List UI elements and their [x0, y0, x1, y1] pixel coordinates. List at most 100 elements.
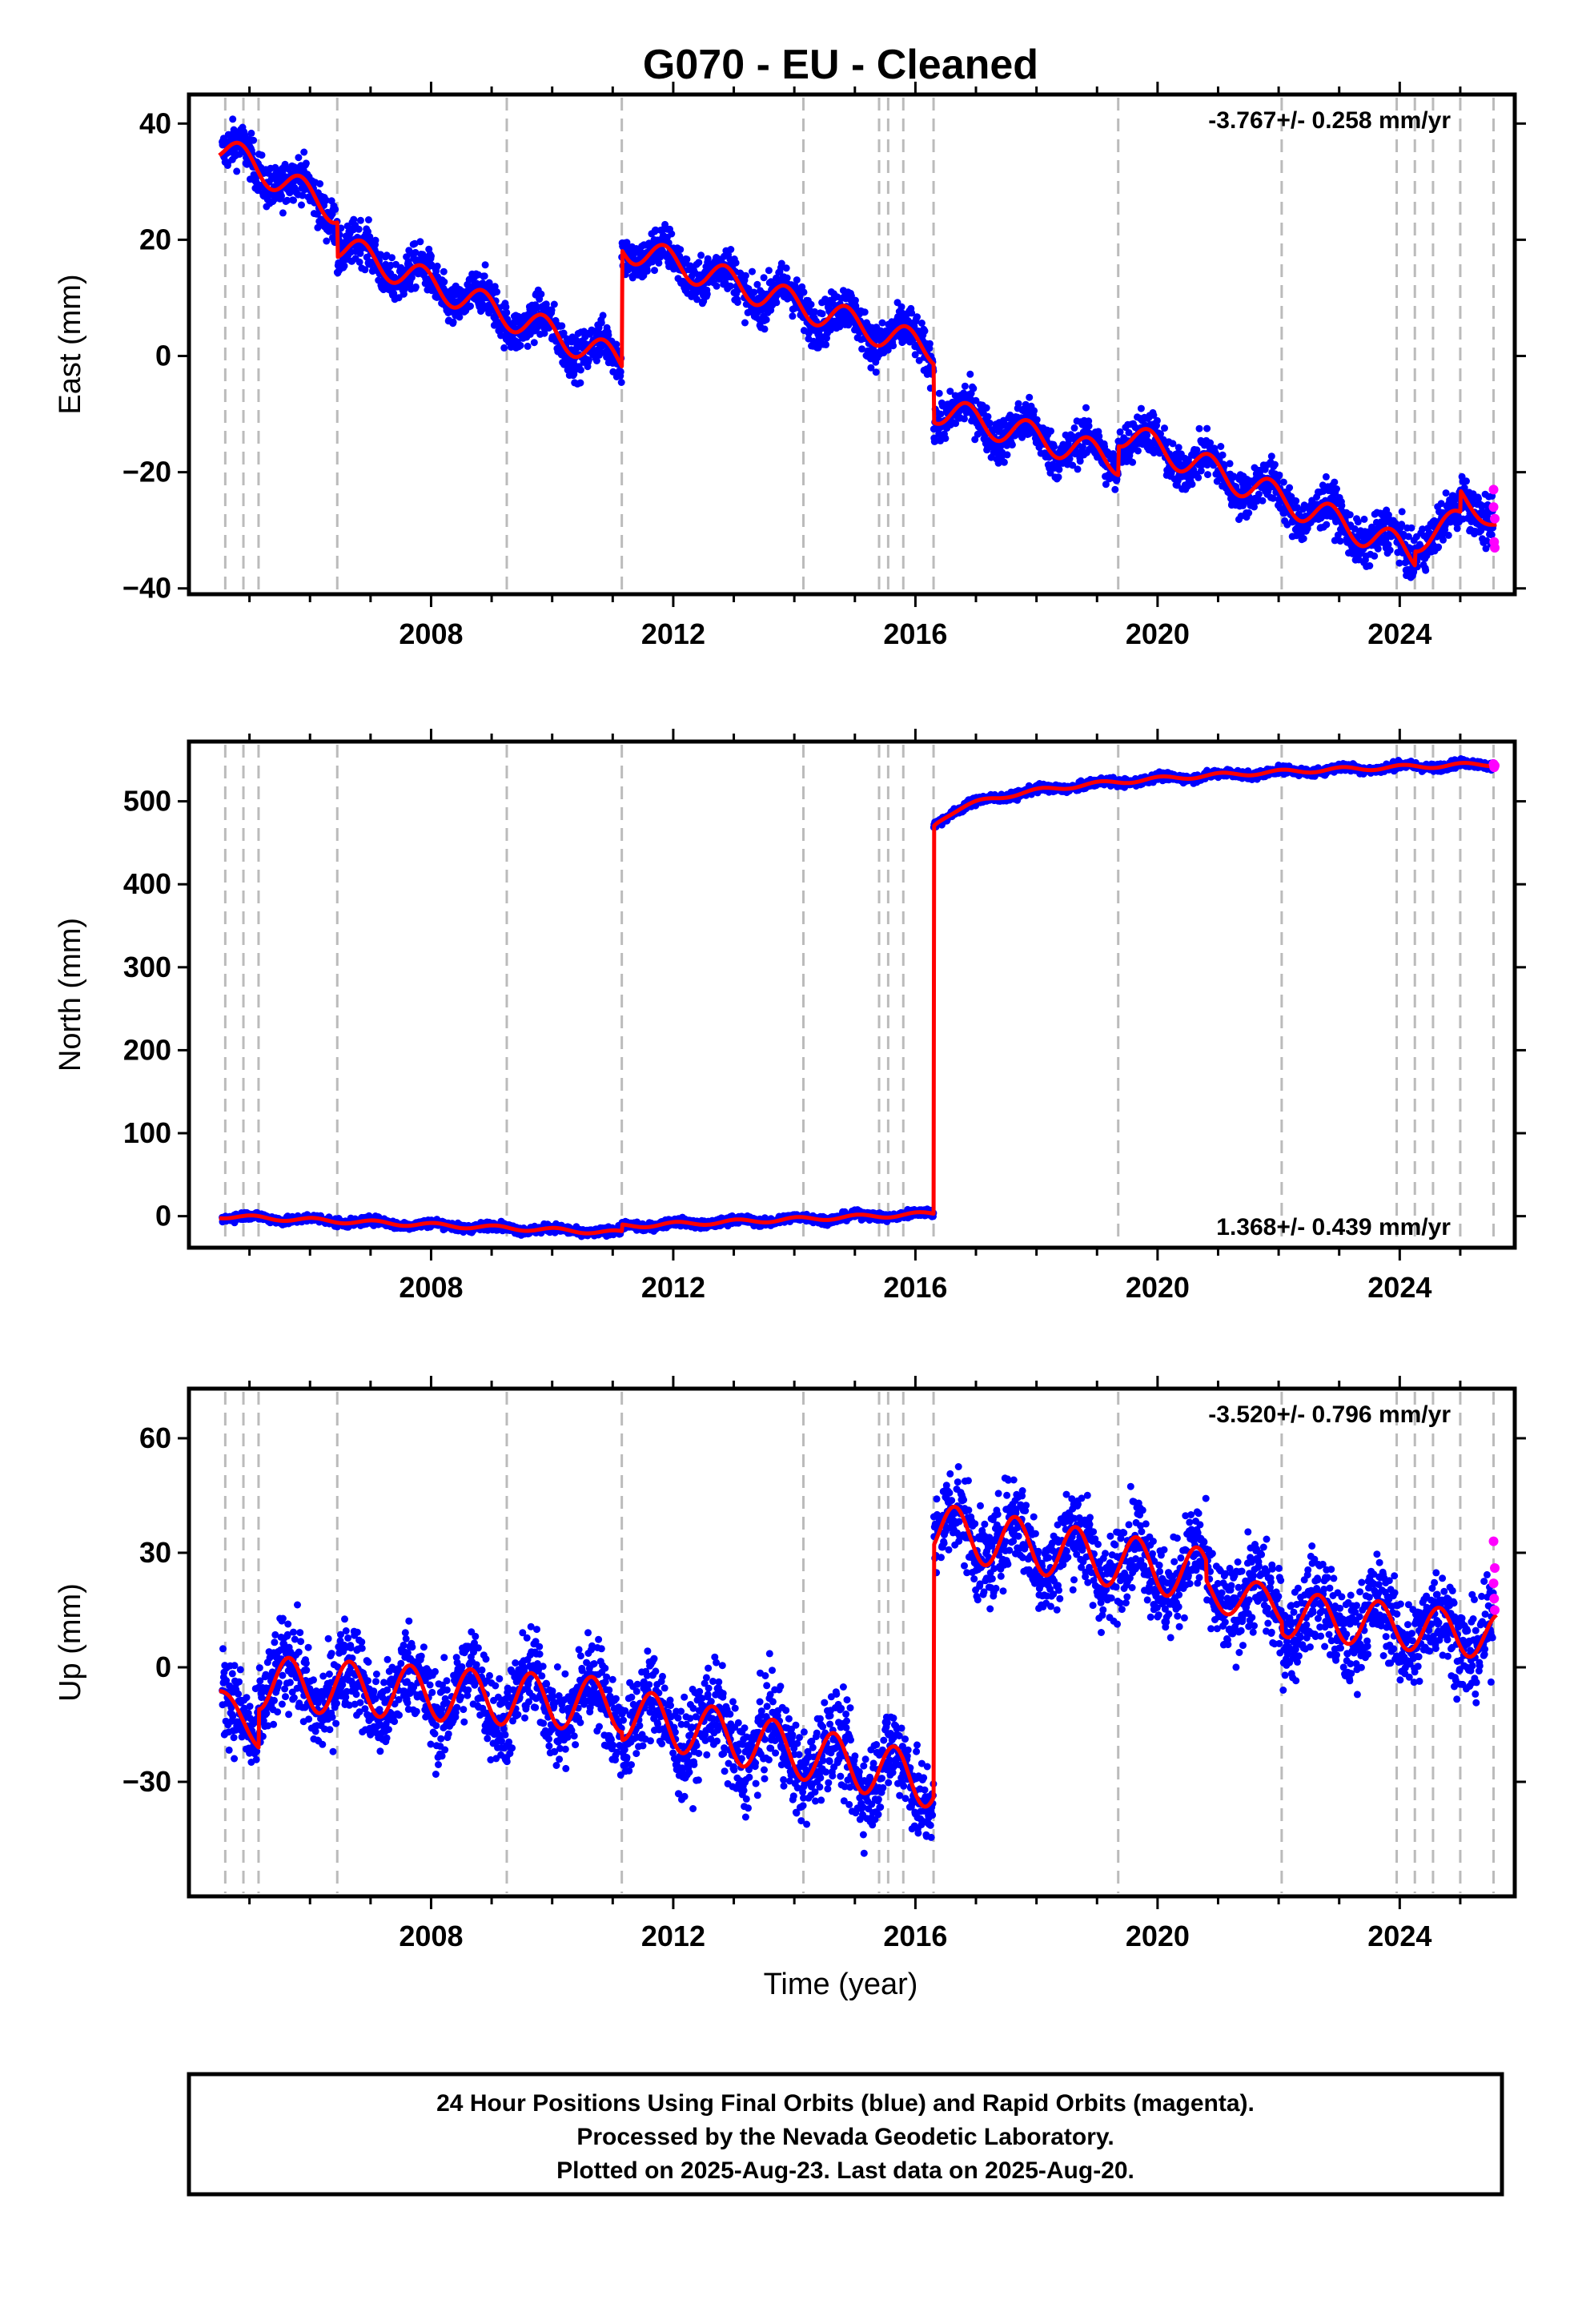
data-point: [1030, 407, 1038, 415]
data-point: [1188, 480, 1196, 489]
data-point: [1195, 424, 1203, 432]
data-point: [1085, 422, 1093, 430]
data-point: [1267, 452, 1275, 460]
data-point: [1354, 518, 1362, 526]
data-point: [612, 340, 620, 348]
data-point: [502, 303, 510, 311]
data-point: [576, 379, 584, 387]
data-point: [355, 258, 363, 266]
data-point: [340, 262, 348, 270]
data-point: [356, 216, 364, 224]
data-point: [703, 290, 711, 298]
data-point: [1076, 457, 1084, 465]
data-point: [1374, 545, 1382, 553]
data-point: [782, 264, 790, 272]
data-point: [388, 254, 396, 262]
y-tick-label: 40: [139, 107, 171, 139]
data-point: [1331, 478, 1339, 486]
x-tick-label: 2020: [1126, 617, 1190, 650]
data-point: [558, 322, 566, 330]
velocity-annotation: -3.767+/- 0.258 mm/yr: [1208, 107, 1451, 134]
rapid-orbit-point: [1490, 513, 1500, 524]
data-point: [872, 368, 880, 376]
data-point: [727, 246, 735, 253]
data-point: [416, 238, 424, 246]
data-point: [1299, 535, 1307, 543]
data-point: [1322, 472, 1330, 480]
data-point: [361, 266, 369, 274]
data-point: [355, 225, 363, 233]
data-point: [548, 306, 556, 314]
y-tick-label: −40: [122, 572, 171, 605]
data-point: [1292, 497, 1300, 505]
data-point: [683, 255, 691, 263]
data-point: [1047, 427, 1054, 435]
data-point: [961, 382, 969, 390]
data-point: [733, 299, 741, 306]
data-point: [371, 236, 379, 244]
data-point: [732, 259, 740, 267]
data-point: [761, 325, 769, 333]
data-point: [1129, 458, 1137, 466]
rapid-orbit-point: [1488, 485, 1499, 495]
data-point: [1323, 521, 1331, 529]
data-point: [1442, 489, 1450, 497]
data-point: [412, 283, 420, 291]
data-point: [807, 300, 815, 308]
data-point: [1422, 566, 1430, 574]
data-point: [1255, 490, 1263, 498]
data-point: [412, 248, 420, 256]
data-point: [1054, 473, 1062, 481]
data-point: [668, 230, 676, 238]
data-point: [749, 267, 756, 275]
data-point: [1203, 424, 1211, 432]
data-point: [316, 180, 324, 187]
data-point: [322, 196, 330, 204]
data-point: [524, 342, 532, 350]
data-point: [1134, 447, 1142, 455]
data-point: [1338, 501, 1346, 509]
data-point: [364, 216, 372, 223]
data-point: [1366, 562, 1374, 569]
data-point: [1082, 404, 1090, 412]
data-point: [643, 267, 651, 275]
data-point: [560, 329, 568, 337]
data-point: [726, 282, 734, 290]
data-point: [1407, 524, 1415, 532]
data-point: [1070, 424, 1078, 432]
data-point: [697, 251, 705, 259]
data-point: [1111, 485, 1119, 493]
data-point: [1279, 478, 1287, 486]
data-point: [1003, 451, 1011, 459]
data-point: [1398, 508, 1406, 516]
x-tick-label: 2008: [399, 617, 463, 650]
rapid-orbit-point: [1490, 542, 1500, 553]
data-point: [350, 215, 358, 223]
data-point: [818, 310, 826, 318]
y-tick-label: 20: [139, 223, 171, 255]
data-point: [299, 191, 307, 199]
data-point: [356, 249, 364, 257]
data-point: [1333, 485, 1340, 493]
data-point: [800, 288, 808, 296]
data-point: [616, 368, 624, 376]
x-tick-label: 2016: [883, 617, 947, 650]
data-point: [1360, 515, 1368, 523]
data-point: [935, 389, 943, 397]
north-panel: 2008 2012 2016 2020 20245004003002001000Nort…: [54, 729, 1526, 1304]
data-point: [576, 366, 584, 374]
data-point: [323, 237, 331, 245]
data-point: [1026, 393, 1034, 401]
data-point: [599, 312, 607, 320]
data-point: [1055, 465, 1063, 473]
data-point: [493, 288, 501, 296]
data-point: [1386, 546, 1394, 554]
data-point: [1000, 458, 1008, 466]
data-point: [966, 370, 974, 378]
data-point: [1219, 451, 1227, 459]
data-point: [861, 308, 869, 316]
data-point: [440, 278, 448, 286]
data-point: [530, 339, 538, 347]
